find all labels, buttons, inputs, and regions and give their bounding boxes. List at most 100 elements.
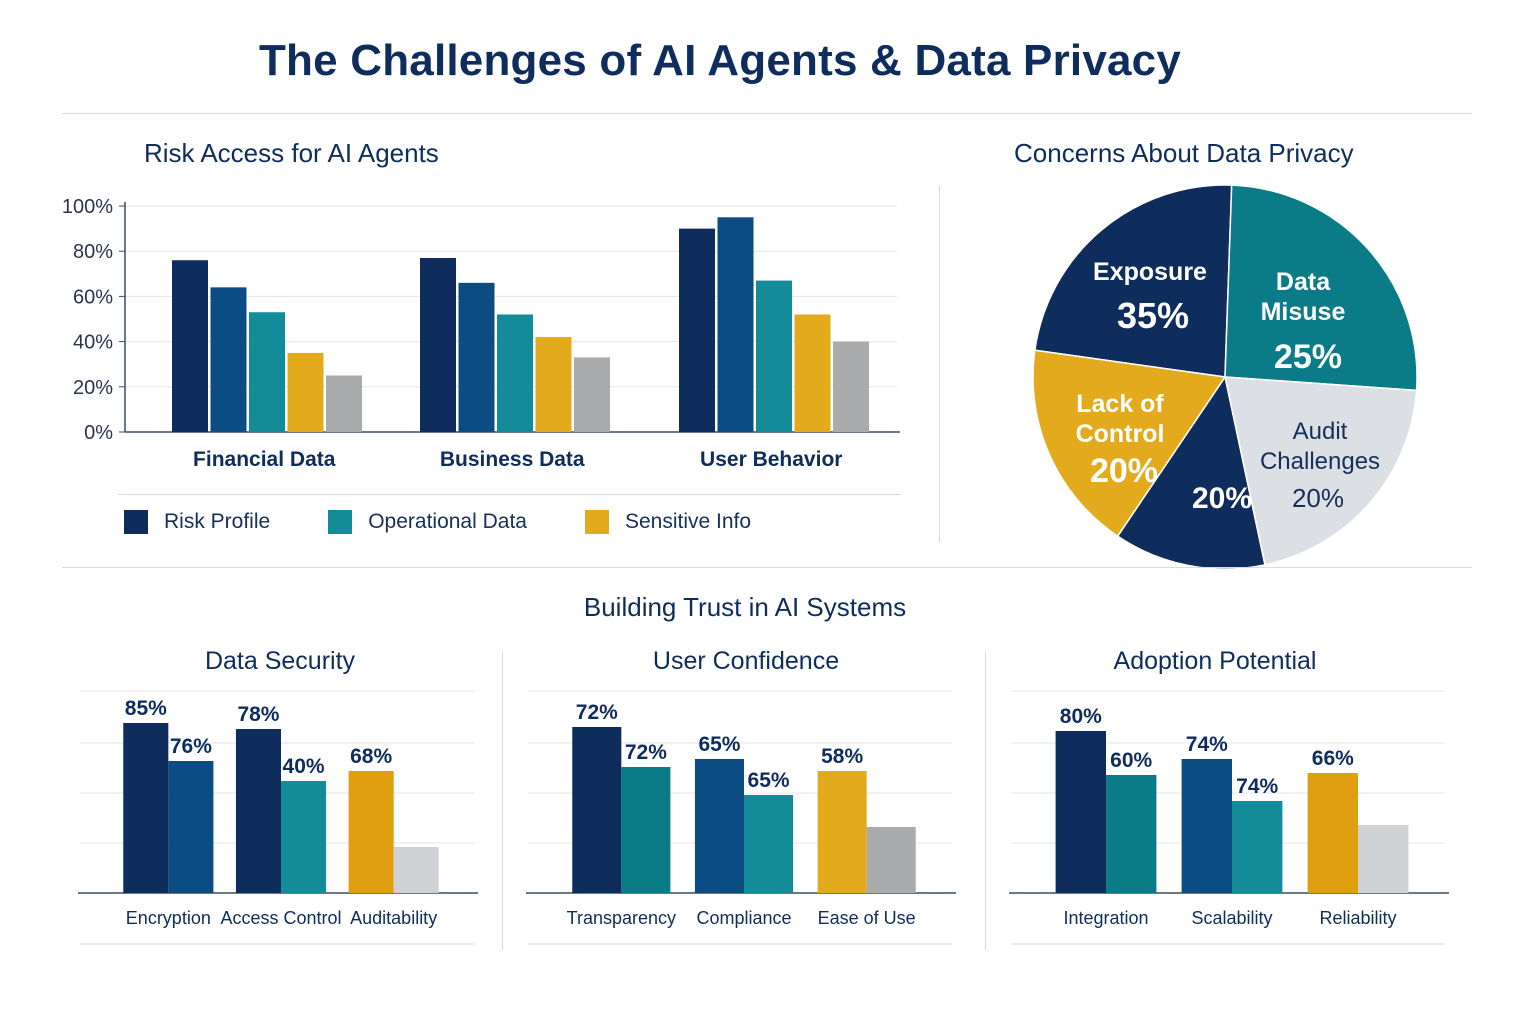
- legend-item-operational-data: Operational Data: [328, 510, 527, 534]
- bar-value-label: 76%: [170, 735, 212, 758]
- x-tick-label: Integration: [1063, 908, 1148, 928]
- legend-swatch: [328, 510, 353, 534]
- bar-value-label: 80%: [1060, 705, 1102, 728]
- pie-slice: [1116, 375, 1266, 570]
- data-security-chart: 85%76% Encryption 78% 40% Access Control 68% A…: [78, 690, 478, 945]
- bar: [621, 767, 671, 893]
- bar-value-label: 65%: [748, 769, 790, 792]
- pie-slice: [1224, 376, 1418, 566]
- pie-slice-value: 25%: [1274, 338, 1342, 376]
- legend-item-sensitive-info: Sensitive Info: [584, 510, 752, 534]
- bar-value-label: 72%: [625, 741, 667, 764]
- data-security-title: Data Security: [204, 647, 356, 675]
- bar: [1307, 773, 1358, 893]
- bar: [744, 795, 794, 893]
- legend-label: Risk Profile: [164, 510, 271, 533]
- x-tick-label: Encryption: [126, 908, 211, 928]
- bar: [235, 729, 281, 893]
- y-tick-label: 100%: [62, 196, 113, 218]
- bar: [249, 312, 285, 432]
- x-tick-label: User Behavior: [700, 448, 842, 471]
- risk-legend: Risk Profile Operational Data Sensitive …: [124, 510, 809, 534]
- bar-value-label: 85%: [125, 697, 167, 720]
- pie-slice: [1224, 184, 1418, 392]
- legend-label: Operational Data: [368, 510, 527, 533]
- pie-slice-label: Data Misuse: [1261, 268, 1346, 326]
- x-tick-label: Business Data: [440, 448, 585, 471]
- bar: [123, 723, 169, 893]
- vertical-divider: [939, 186, 940, 542]
- bar: [756, 280, 792, 432]
- x-tick-label: Scalability: [1191, 908, 1272, 928]
- y-tick-label: 0%: [84, 422, 113, 444]
- bar: [866, 827, 916, 893]
- section-two-title: Building Trust in AI Systems: [583, 592, 907, 622]
- bar: [833, 341, 869, 432]
- bar: [535, 337, 572, 432]
- bar: [1181, 759, 1232, 893]
- bar: [1358, 825, 1409, 893]
- bar: [679, 228, 715, 432]
- bar-value-label: 68%: [350, 745, 392, 768]
- bar-value-label: 74%: [1236, 775, 1278, 798]
- bar: [574, 357, 610, 432]
- pie-slice-value: 20%: [1292, 483, 1344, 513]
- section-divider: [62, 567, 1472, 568]
- bar-value-label: 78%: [237, 703, 279, 726]
- bar-value-label: 40%: [283, 755, 325, 778]
- adoption-potential-chart: 80% 60% Integration 74% 74% Scalability 66% Rel…: [1009, 690, 1449, 945]
- bar: [1106, 775, 1157, 893]
- bar: [393, 847, 439, 893]
- legend-item-risk-profile: Risk Profile: [124, 510, 270, 534]
- bar: [817, 771, 867, 893]
- bar-value-label: 60%: [1110, 749, 1152, 772]
- pie-slice-value: 20%: [1090, 452, 1158, 490]
- x-tick-label: Reliability: [1319, 908, 1396, 928]
- bar: [287, 352, 324, 432]
- pie-slice-value: 20%: [1192, 482, 1252, 515]
- bar: [694, 759, 744, 893]
- bar: [794, 314, 831, 432]
- x-tick-label: Financial Data: [193, 448, 336, 471]
- vertical-divider: [502, 652, 503, 950]
- bar: [172, 260, 208, 432]
- bar: [1232, 801, 1283, 893]
- bar: [497, 314, 533, 432]
- pie-slice-value: 35%: [1117, 295, 1189, 336]
- user-confidence-chart: 72% 72% Transparency 65% 65% Compliance 58% Eas…: [526, 690, 956, 945]
- legend-label: Sensitive Info: [624, 510, 752, 533]
- risk-access-chart: 0% 20% 40% 60% 80% 100% Financial Data Business…: [62, 196, 900, 471]
- legend-divider: [118, 494, 901, 495]
- pie-slice: [1032, 349, 1227, 538]
- vertical-divider: [985, 652, 986, 950]
- bar: [281, 781, 327, 893]
- bar: [348, 771, 394, 893]
- bar: [210, 287, 247, 432]
- bar: [717, 217, 754, 432]
- pie-slice-label: Exposure: [1093, 258, 1207, 286]
- y-tick-label: 20%: [73, 377, 113, 399]
- y-tick-label: 40%: [73, 332, 113, 354]
- pie-slice-label: Audit Challenges: [1260, 418, 1380, 475]
- user-confidence-title: User Confidence: [652, 647, 840, 675]
- bar: [1055, 731, 1106, 893]
- bar: [420, 257, 456, 432]
- bar: [572, 727, 622, 893]
- x-tick-label: Ease of Use: [818, 908, 916, 928]
- x-tick-label: Access Control: [220, 908, 341, 928]
- y-tick-label: 80%: [73, 241, 113, 263]
- x-tick-label: Auditability: [350, 908, 437, 928]
- x-tick-label: Compliance: [696, 908, 791, 928]
- x-tick-label: Transparency: [567, 908, 676, 928]
- bar: [168, 761, 214, 893]
- bar-value-label: 72%: [576, 701, 618, 724]
- bar-value-label: 66%: [1312, 747, 1354, 770]
- bar-value-label: 65%: [698, 733, 740, 756]
- pie-slice: [1034, 184, 1233, 378]
- bar-value-label: 58%: [821, 745, 863, 768]
- title-divider: [62, 113, 1472, 114]
- legend-swatch: [584, 510, 609, 534]
- page-title: The Challenges of AI Agents & Data Priva…: [258, 36, 1182, 85]
- risk-chart-title: Risk Access for AI Agents: [144, 138, 439, 168]
